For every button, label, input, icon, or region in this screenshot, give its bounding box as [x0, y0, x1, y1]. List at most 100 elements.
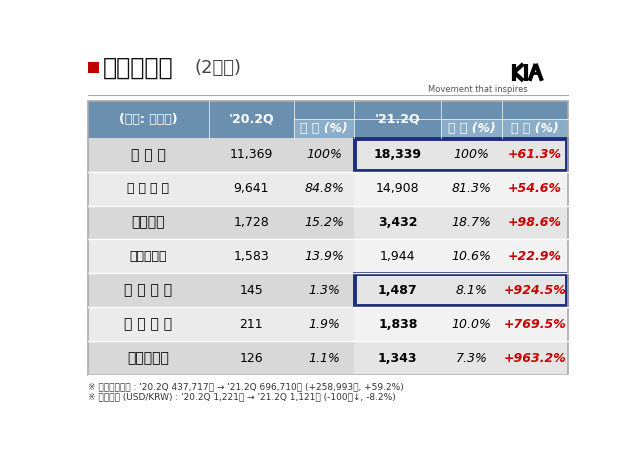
FancyBboxPatch shape [294, 341, 355, 375]
Text: 1,728: 1,728 [234, 216, 269, 229]
FancyBboxPatch shape [355, 138, 441, 172]
Text: +61.3%: +61.3% [508, 148, 562, 161]
FancyBboxPatch shape [502, 138, 568, 172]
Text: 당기순이익: 당기순이익 [127, 351, 169, 365]
Text: 1,838: 1,838 [378, 318, 417, 330]
FancyBboxPatch shape [88, 273, 209, 307]
FancyBboxPatch shape [88, 138, 209, 172]
Text: 1,944: 1,944 [380, 250, 415, 263]
Text: 영 업 이 익: 영 업 이 익 [124, 283, 172, 297]
FancyBboxPatch shape [88, 172, 209, 205]
Text: +963.2%: +963.2% [504, 351, 566, 365]
Text: 13.9%: 13.9% [304, 250, 344, 263]
Text: 1,487: 1,487 [378, 284, 417, 297]
Text: 145: 145 [239, 284, 263, 297]
Text: ※ 연결매출대수 : '20.2Q 437,717대 → '21.2Q 696,710대 (+258,993대, +59.2%): ※ 연결매출대수 : '20.2Q 437,717대 → '21.2Q 696,… [88, 383, 403, 392]
FancyBboxPatch shape [355, 172, 441, 205]
Text: Movement that inspires: Movement that inspires [428, 86, 528, 95]
Text: 18.7%: 18.7% [451, 216, 492, 229]
FancyBboxPatch shape [209, 341, 294, 375]
Text: 7.3%: 7.3% [456, 351, 487, 365]
FancyBboxPatch shape [209, 273, 294, 307]
Text: 비 중 (%): 비 중 (%) [300, 122, 348, 135]
Text: +98.6%: +98.6% [508, 216, 562, 229]
Text: +22.9%: +22.9% [508, 250, 562, 263]
FancyBboxPatch shape [88, 101, 568, 138]
Text: 매 출 액: 매 출 액 [131, 148, 166, 162]
Text: 3,432: 3,432 [378, 216, 417, 229]
FancyBboxPatch shape [502, 205, 568, 240]
Text: 1,343: 1,343 [378, 351, 417, 365]
Text: +54.6%: +54.6% [508, 182, 562, 195]
Text: 100%: 100% [453, 148, 490, 161]
Text: 1.1%: 1.1% [308, 351, 340, 365]
Text: +769.5%: +769.5% [504, 318, 566, 330]
Text: 84.8%: 84.8% [304, 182, 344, 195]
FancyBboxPatch shape [355, 341, 441, 375]
Text: ※ 평균환율 (USD/KRW) : '20.2Q 1,221원 → '21.2Q 1,121원 (-100원↓, -8.2%): ※ 평균환율 (USD/KRW) : '20.2Q 1,221원 → '21.2… [88, 393, 396, 402]
Text: 세 전 이 익: 세 전 이 익 [124, 317, 172, 331]
FancyBboxPatch shape [209, 138, 294, 172]
Text: 1.3%: 1.3% [308, 284, 340, 297]
FancyBboxPatch shape [88, 240, 209, 273]
FancyBboxPatch shape [441, 307, 502, 341]
Text: +924.5%: +924.5% [504, 284, 566, 297]
Text: (2분기): (2분기) [195, 59, 242, 78]
FancyBboxPatch shape [209, 240, 294, 273]
FancyBboxPatch shape [441, 119, 502, 138]
FancyBboxPatch shape [88, 307, 209, 341]
Text: 매출어익: 매출어익 [131, 215, 165, 229]
Text: (단위: 십억원): (단위: 십억원) [119, 113, 177, 126]
Text: 8.1%: 8.1% [456, 284, 487, 297]
FancyBboxPatch shape [294, 205, 355, 240]
FancyBboxPatch shape [441, 205, 502, 240]
FancyBboxPatch shape [355, 240, 441, 273]
Text: 11,369: 11,369 [230, 148, 273, 161]
Text: 81.3%: 81.3% [451, 182, 492, 195]
Text: 14,908: 14,908 [376, 182, 420, 195]
FancyBboxPatch shape [355, 307, 441, 341]
FancyBboxPatch shape [209, 205, 294, 240]
FancyBboxPatch shape [441, 341, 502, 375]
FancyBboxPatch shape [502, 341, 568, 375]
Text: '20.2Q: '20.2Q [228, 113, 274, 126]
Text: 1.9%: 1.9% [308, 318, 340, 330]
FancyBboxPatch shape [294, 119, 355, 138]
Text: 100%: 100% [306, 148, 342, 161]
Text: 증 감 (%): 증 감 (%) [511, 122, 559, 135]
FancyBboxPatch shape [502, 307, 568, 341]
FancyBboxPatch shape [502, 172, 568, 205]
FancyBboxPatch shape [502, 119, 568, 138]
FancyBboxPatch shape [355, 273, 441, 307]
Text: '21.2Q: '21.2Q [375, 113, 420, 126]
FancyBboxPatch shape [294, 273, 355, 307]
Text: 15.2%: 15.2% [304, 216, 344, 229]
FancyBboxPatch shape [88, 62, 99, 73]
Text: 판매관리비: 판매관리비 [129, 250, 167, 263]
FancyBboxPatch shape [441, 172, 502, 205]
FancyBboxPatch shape [502, 273, 568, 307]
FancyBboxPatch shape [441, 273, 502, 307]
FancyBboxPatch shape [88, 205, 209, 240]
Text: 211: 211 [239, 318, 263, 330]
Text: 매 출 원 가: 매 출 원 가 [127, 182, 169, 195]
FancyBboxPatch shape [441, 138, 502, 172]
FancyBboxPatch shape [355, 205, 441, 240]
Text: 10.6%: 10.6% [451, 250, 492, 263]
FancyBboxPatch shape [294, 138, 355, 172]
Text: 10.0%: 10.0% [451, 318, 492, 330]
Text: 비 중 (%): 비 중 (%) [447, 122, 495, 135]
FancyBboxPatch shape [209, 307, 294, 341]
FancyBboxPatch shape [294, 307, 355, 341]
Text: 1,583: 1,583 [234, 250, 269, 263]
FancyBboxPatch shape [209, 172, 294, 205]
FancyBboxPatch shape [294, 172, 355, 205]
FancyBboxPatch shape [294, 240, 355, 273]
Text: 9,641: 9,641 [234, 182, 269, 195]
FancyBboxPatch shape [502, 240, 568, 273]
FancyBboxPatch shape [88, 341, 209, 375]
FancyBboxPatch shape [441, 240, 502, 273]
Text: 126: 126 [239, 351, 263, 365]
Text: 18,339: 18,339 [374, 148, 422, 161]
Text: 손익계산서: 손익계산서 [103, 56, 174, 80]
